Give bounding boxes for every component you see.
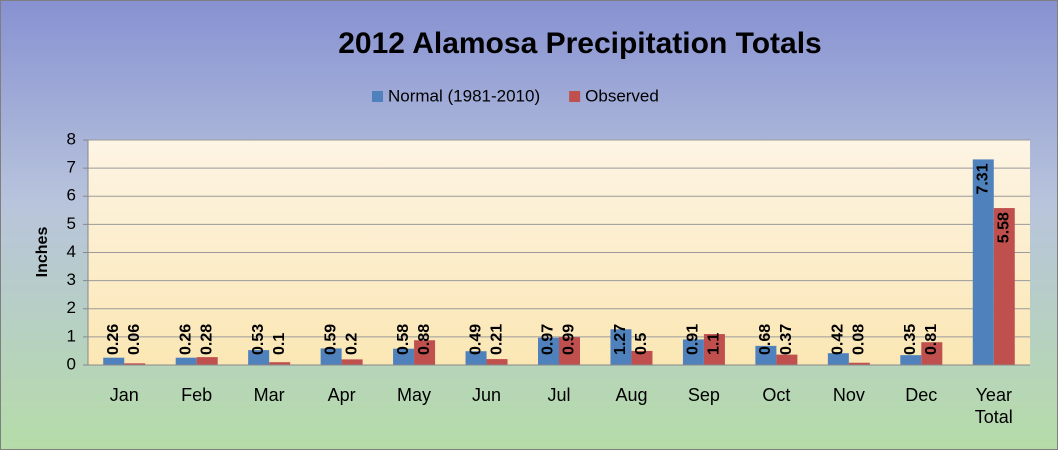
x-tick-label: Nov [832, 385, 865, 405]
y-tick-label: 1 [67, 326, 76, 345]
data-label: 1.27 [612, 324, 629, 355]
x-tick-label: Sep [687, 385, 720, 405]
bar [900, 355, 922, 365]
bar [320, 348, 342, 365]
data-label: 5.58 [995, 212, 1012, 243]
x-tick-label: Mar [253, 385, 285, 405]
data-label: 0.49 [467, 324, 484, 355]
data-label: 0.97 [540, 324, 557, 355]
x-tick-label: Aug [615, 385, 648, 405]
x-tick-label: Year Total [974, 385, 1013, 427]
y-tick-label: 2 [67, 298, 76, 317]
data-label: 0.28 [198, 324, 215, 355]
data-label: 0.26 [177, 324, 194, 355]
data-label: 0.81 [923, 324, 940, 355]
bar [414, 340, 436, 365]
data-label: 7.31 [974, 163, 991, 194]
y-tick-label: 5 [67, 214, 76, 233]
bar [124, 363, 146, 365]
bar [682, 339, 704, 365]
y-tick-label: 7 [67, 158, 76, 177]
bar [269, 362, 291, 365]
bar [393, 348, 415, 365]
chart-title: 2012 Alamosa Precipitation Totals [338, 27, 822, 60]
bar [848, 362, 870, 365]
data-label: 0.88 [416, 324, 433, 355]
bar [538, 337, 559, 365]
bar [610, 329, 632, 365]
x-tick-label: Jun [472, 385, 502, 405]
x-tick-label: May [397, 385, 432, 405]
bar [703, 334, 725, 365]
y-tick-label: 3 [67, 270, 76, 289]
data-label: 0.08 [851, 324, 868, 355]
x-tick-label: Oct [762, 385, 791, 405]
data-label: 0.59 [322, 324, 339, 355]
legend-label: Normal (1981-2010) [388, 86, 540, 105]
bar [972, 159, 994, 365]
bar [103, 357, 125, 365]
bar [196, 357, 218, 365]
y-tick-label: 6 [67, 186, 76, 205]
data-label: 0.35 [902, 324, 919, 355]
y-tick-label: 8 [67, 129, 76, 148]
x-tick-label: Jan [109, 385, 139, 405]
data-label: 1.1 [706, 333, 723, 355]
data-label: 0.68 [757, 324, 774, 355]
y-axis-title: Inches [34, 227, 51, 278]
data-label: 0.21 [488, 324, 505, 355]
x-tick-label: Jul [547, 385, 571, 405]
data-label: 0.53 [250, 324, 267, 355]
bar [559, 337, 580, 365]
legend-swatch [372, 91, 383, 102]
data-label: 0.06 [126, 324, 143, 355]
bar [631, 350, 653, 365]
legend-swatch [569, 91, 581, 102]
bar [465, 351, 487, 365]
bar [248, 350, 270, 365]
bar [755, 345, 777, 365]
bar [776, 354, 798, 365]
data-label: 0.37 [778, 324, 795, 355]
bar [993, 208, 1015, 365]
data-label: 0.2 [343, 333, 360, 355]
bar [827, 353, 849, 365]
y-tick-label: 0 [67, 354, 76, 373]
data-label: 0.58 [395, 324, 412, 355]
bar [341, 359, 363, 365]
data-label: 0.5 [633, 333, 650, 355]
legend-label: Observed [585, 86, 659, 105]
data-label: 0.99 [561, 324, 578, 355]
data-label: 0.42 [830, 324, 847, 355]
bar [921, 342, 943, 365]
y-tick-label: 4 [67, 242, 76, 261]
bar [486, 359, 508, 365]
x-tick-label: Apr [327, 385, 356, 405]
bar [175, 357, 197, 365]
data-label: 0.91 [685, 324, 702, 355]
data-label: 0.1 [271, 333, 288, 355]
x-tick-label: Dec [905, 385, 938, 405]
x-tick-label: Feb [181, 385, 213, 405]
data-label: 0.26 [105, 324, 122, 355]
